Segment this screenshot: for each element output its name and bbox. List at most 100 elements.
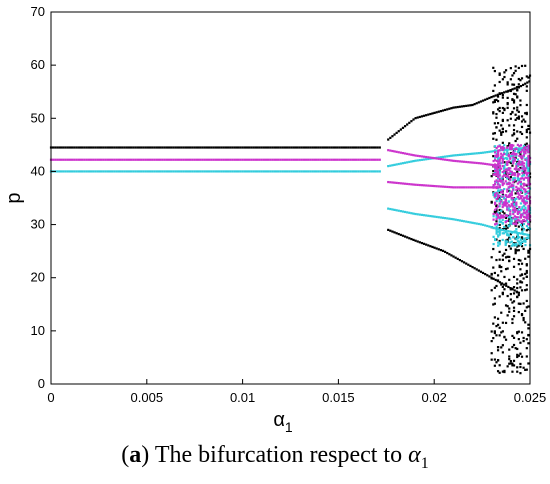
magenta-point	[494, 163, 497, 166]
black-point	[79, 146, 82, 149]
black-point	[525, 284, 528, 287]
magenta-point	[486, 163, 489, 166]
black-point	[512, 343, 516, 347]
cyan-point	[408, 160, 411, 164]
magenta-point	[515, 216, 518, 219]
black-point	[508, 142, 511, 145]
black-point	[174, 146, 177, 149]
magenta-point	[494, 203, 497, 206]
cyan-point	[222, 170, 225, 173]
magenta-point	[518, 219, 521, 222]
magenta-point	[420, 184, 424, 187]
black-point	[525, 269, 528, 273]
cyan-point	[368, 170, 371, 173]
black-point	[393, 133, 396, 136]
black-point	[516, 331, 519, 334]
magenta-point	[501, 205, 504, 209]
plot-frame	[50, 11, 531, 385]
cyan-point	[288, 170, 291, 173]
cyan-point	[497, 230, 500, 233]
black-point	[496, 359, 500, 362]
black-point	[498, 326, 501, 329]
magenta-point	[507, 194, 510, 197]
cyan-point	[506, 233, 509, 236]
cyan-point	[510, 220, 513, 223]
magenta-point	[475, 186, 478, 189]
magenta-point	[439, 157, 443, 161]
black-point	[512, 99, 516, 102]
magenta-point	[452, 186, 455, 189]
black-point	[516, 170, 519, 173]
cyan-point	[469, 221, 472, 224]
magenta-point	[513, 159, 516, 162]
magenta-point	[498, 177, 501, 180]
cyan-point	[210, 170, 213, 173]
magenta-point	[497, 154, 500, 157]
black-point	[414, 117, 417, 120]
black-point	[92, 146, 95, 149]
magenta-point	[231, 158, 234, 161]
magenta-point	[395, 181, 398, 184]
magenta-point	[516, 219, 519, 222]
magenta-point	[422, 184, 426, 187]
magenta-point	[515, 153, 518, 156]
black-point	[406, 236, 409, 239]
black-point	[492, 247, 495, 251]
cyan-point	[495, 180, 498, 184]
black-point	[500, 331, 503, 334]
magenta-point	[498, 160, 501, 163]
black-point	[506, 101, 509, 105]
black-point	[516, 355, 519, 359]
cyan-point	[498, 198, 501, 201]
magenta-point	[506, 195, 509, 199]
magenta-point	[509, 157, 512, 160]
cyan-point	[366, 170, 369, 173]
black-point	[503, 107, 506, 110]
black-point	[495, 361, 498, 364]
magenta-point	[527, 192, 530, 195]
black-point	[503, 252, 506, 255]
magenta-point	[522, 182, 526, 185]
cyan-point	[75, 170, 78, 173]
cyan-point	[516, 150, 519, 153]
cyan-point	[83, 170, 86, 173]
magenta-point	[435, 157, 438, 160]
magenta-point	[226, 158, 230, 161]
black-point	[528, 80, 531, 83]
black-point	[506, 294, 509, 298]
black-point	[498, 239, 501, 243]
black-point	[397, 232, 400, 236]
cyan-point	[281, 170, 284, 173]
cyan-point	[248, 170, 251, 173]
cyan-point	[527, 226, 530, 230]
cyan-point	[136, 170, 139, 173]
magenta-point	[503, 182, 506, 185]
magenta-point	[94, 158, 97, 161]
black-point	[319, 146, 322, 149]
black-point	[363, 146, 367, 149]
magenta-point	[519, 180, 522, 183]
black-point	[321, 146, 324, 149]
cyan-point	[245, 170, 249, 173]
magenta-point	[214, 158, 217, 161]
cyan-point	[479, 151, 483, 155]
black-point	[512, 286, 516, 289]
black-point	[509, 89, 512, 93]
magenta-point	[527, 197, 530, 201]
magenta-point	[151, 158, 154, 161]
magenta-point	[518, 173, 521, 176]
cyan-point	[512, 178, 515, 182]
cyan-point	[422, 158, 426, 161]
cyan-point	[494, 171, 497, 174]
black-point	[517, 86, 520, 89]
black-point	[401, 126, 405, 129]
magenta-point	[512, 162, 515, 165]
cyan-point	[516, 176, 519, 179]
cyan-point	[522, 237, 526, 240]
black-point	[512, 309, 516, 312]
cyan-point	[98, 170, 101, 173]
magenta-point	[524, 151, 527, 154]
black-point	[212, 146, 215, 149]
black-point	[496, 279, 500, 282]
magenta-point	[527, 204, 530, 207]
